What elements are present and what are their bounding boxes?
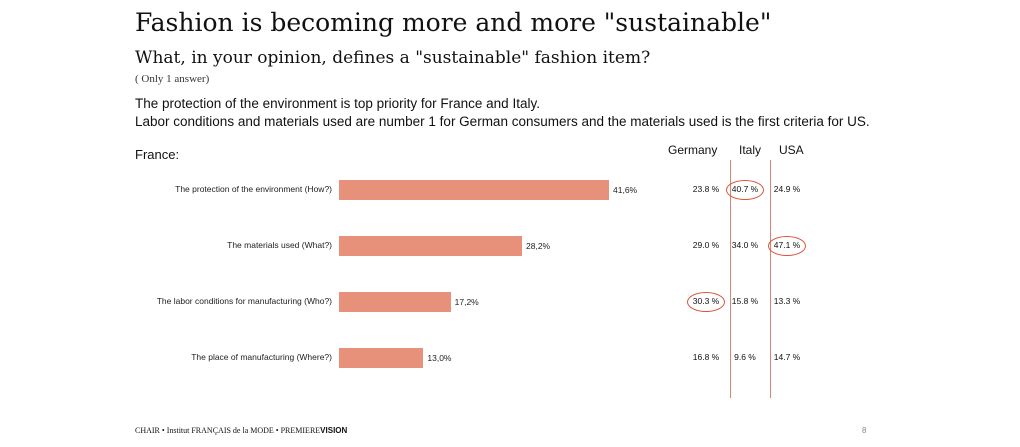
bar-value-label: 13,0% bbox=[427, 353, 452, 363]
footer-credits-bold: VISION bbox=[320, 426, 348, 435]
category-label: The labor conditions for manufacturing (… bbox=[156, 296, 332, 306]
country-value: 23.8 % bbox=[692, 184, 720, 194]
highlight-circle bbox=[687, 292, 725, 312]
category-label: The place of manufacturing (Where?) bbox=[191, 352, 332, 362]
france-label: France: bbox=[135, 147, 180, 162]
country-value: 14.7 % bbox=[773, 352, 801, 362]
category-label: The materials used (What?) bbox=[227, 240, 332, 250]
column-divider bbox=[770, 160, 771, 398]
country-value: 24.9 % bbox=[773, 184, 801, 194]
page-number: 8 bbox=[862, 426, 867, 435]
highlight-circle bbox=[768, 236, 806, 256]
page-subtitle: What, in your opinion, defines a "sustai… bbox=[135, 48, 651, 68]
summary-line-1: The protection of the environment is top… bbox=[135, 96, 540, 111]
country-value: 29.0 % bbox=[692, 240, 720, 250]
column-divider bbox=[730, 160, 731, 398]
bar-value-label: 17,2% bbox=[454, 297, 479, 307]
country-value: 34.0 % bbox=[731, 240, 759, 250]
france-bar bbox=[339, 236, 523, 256]
answer-note: ( Only 1 answer) bbox=[135, 73, 210, 85]
country-value: 16.8 % bbox=[692, 352, 720, 362]
footer-credits-text: CHAIR • Institut FRANÇAIS de la MODE • P… bbox=[135, 426, 321, 435]
bar-value-label: 28,2% bbox=[526, 241, 551, 251]
column-header-germany: Germany bbox=[668, 143, 718, 157]
france-bar bbox=[339, 292, 451, 312]
country-value: 9.6 % bbox=[734, 352, 756, 362]
country-value: 15.8 % bbox=[731, 296, 759, 306]
country-value: 13.3 % bbox=[773, 296, 801, 306]
bar-value-label: 41,6% bbox=[613, 185, 638, 195]
footer-credits: CHAIR • Institut FRANÇAIS de la MODE • P… bbox=[135, 426, 347, 435]
page-title: Fashion is becoming more and more "susta… bbox=[135, 8, 772, 37]
column-header-italy: Italy bbox=[739, 143, 762, 157]
category-label: The protection of the environment (How?) bbox=[175, 184, 332, 194]
france-bar bbox=[339, 348, 424, 368]
france-bar bbox=[339, 180, 609, 200]
summary-line-2: Labor conditions and materials used are … bbox=[135, 114, 870, 129]
column-header-usa: USA bbox=[779, 143, 804, 157]
highlight-circle bbox=[726, 180, 764, 200]
